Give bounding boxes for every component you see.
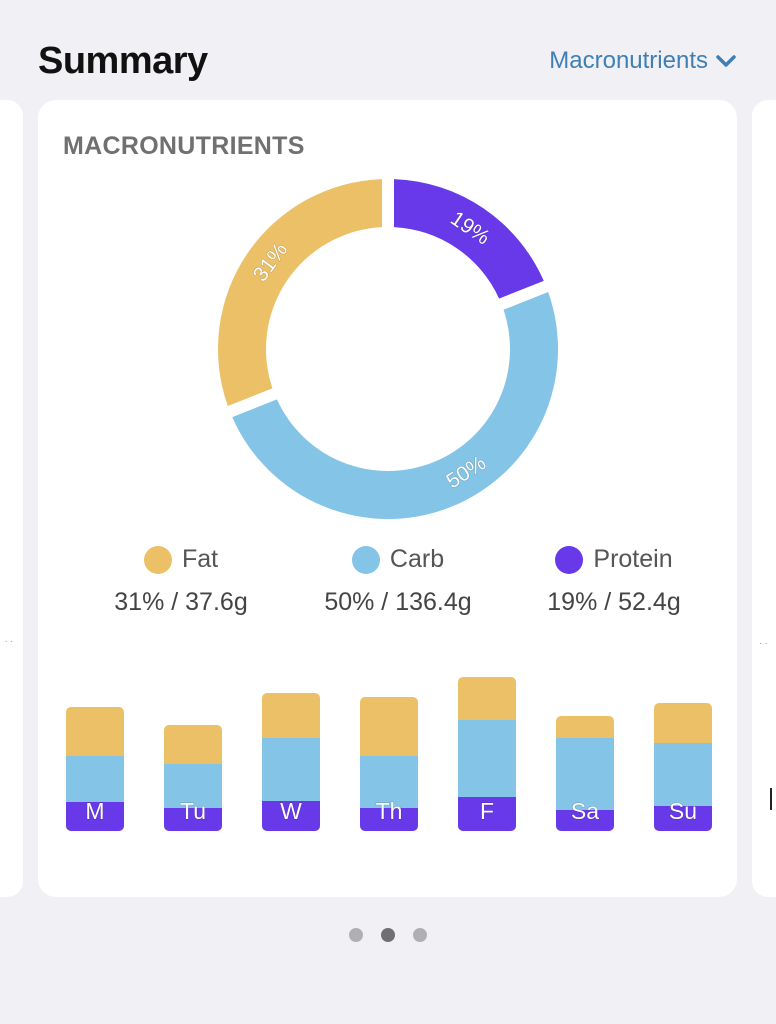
legend-label: Protein: [593, 545, 673, 573]
bar-segment-fat: [360, 697, 418, 756]
bar-segment-carb: [458, 720, 516, 797]
chevron-down-icon: [716, 54, 736, 68]
bar-segment-fat: [556, 716, 614, 738]
bar-segment-protein: [66, 802, 124, 831]
bar-segment-protein: [262, 801, 320, 831]
legend-label: Fat: [181, 545, 219, 573]
dropdown-label: Macronutrients: [549, 47, 708, 74]
bar-day-label: Th: [376, 798, 403, 824]
donut-slice-protein: [393, 179, 544, 299]
bar-segment-fat: [262, 693, 320, 738]
bar-segment-carb: [164, 764, 222, 808]
bar-segment-protein: [360, 808, 418, 831]
bar-day-label: W: [280, 798, 302, 824]
bar-segment-carb: [654, 743, 712, 806]
bar-m: M: [66, 707, 124, 831]
bar-segment-fat: [66, 707, 124, 756]
previous-card[interactable]: ··: [0, 100, 23, 897]
bar-segment-carb: [262, 738, 320, 801]
legend-item-carb: Carb 50% / 136.4g: [288, 545, 508, 617]
fat-swatch-icon: [143, 545, 172, 574]
next-card-dash-mark: ··: [759, 638, 770, 649]
donut-slice-carb: [232, 292, 558, 519]
bar-segment-carb: [556, 738, 614, 810]
bar-day-label: Su: [669, 798, 697, 824]
protein-swatch-icon: [555, 545, 584, 574]
page-dot[interactable]: [381, 928, 395, 942]
nutrient-dropdown[interactable]: Macronutrients: [549, 47, 736, 75]
legend-value: 19% / 52.4g: [547, 588, 681, 616]
carb-swatch-icon: [351, 545, 380, 574]
bar-tu: Tu: [164, 725, 222, 831]
legend-label: Carb: [389, 545, 445, 573]
bar-su: Su: [654, 703, 712, 831]
bar-day-label: Sa: [571, 798, 599, 824]
bar-segment-fat: [458, 677, 516, 720]
macronutrients-card: MACRONUTRIENTS 19% 50% 31% Fat 31% / 37.6g…: [38, 100, 737, 897]
card-title: MACRONUTRIENTS: [63, 132, 305, 160]
donut-chart: 19%50%31%: [218, 179, 558, 519]
bar-w: W: [262, 693, 320, 831]
bar-day-label: Tu: [180, 798, 206, 824]
legend-value: 31% / 37.6g: [114, 588, 248, 616]
page-dot[interactable]: [349, 928, 363, 942]
bar-f: F: [458, 677, 516, 831]
bar-day-label: M: [85, 798, 104, 824]
legend-value: 50% / 136.4g: [324, 588, 472, 616]
next-card[interactable]: ··: [752, 100, 776, 897]
bar-segment-protein: [654, 806, 712, 831]
bar-segment-carb: [66, 756, 124, 802]
bar-sa: Sa: [556, 716, 614, 831]
bar-segment-fat: [654, 703, 712, 743]
bar-segment-protein: [556, 810, 614, 831]
bar-segment-protein: [164, 808, 222, 831]
page-indicator: [0, 928, 776, 942]
bar-day-label: F: [480, 798, 494, 824]
legend-item-protein: Protein 19% / 52.4g: [504, 545, 724, 617]
bar-segment-carb: [360, 756, 418, 808]
bar-th: Th: [360, 697, 418, 831]
previous-card-dash-mark: ··: [4, 636, 15, 647]
bar-segment-protein: [458, 797, 516, 831]
page-dot[interactable]: [413, 928, 427, 942]
next-card-bar-mark: [770, 788, 772, 810]
page-title: Summary: [38, 40, 208, 82]
legend-item-fat: Fat 31% / 37.6g: [71, 545, 291, 617]
donut-slice-fat: [218, 179, 383, 406]
bar-segment-fat: [164, 725, 222, 764]
